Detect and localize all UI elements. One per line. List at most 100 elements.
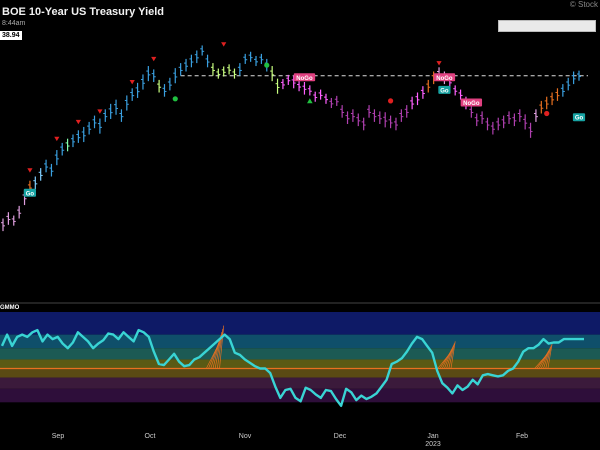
price-bar (97, 118, 102, 134)
price-bar (259, 53, 264, 64)
x-tick-year: 2023 (425, 441, 441, 448)
x-tick-label: Nov (239, 433, 252, 440)
price-bar (356, 113, 361, 127)
price-bar (323, 93, 328, 104)
signal-label-text: Go (440, 88, 449, 94)
price-bar (334, 95, 339, 106)
price-bar (496, 117, 501, 131)
price-bar (70, 134, 75, 148)
price-bar (517, 109, 522, 122)
signal-dot (264, 62, 270, 68)
price-bar (205, 54, 210, 68)
watermark: © Stock (569, 0, 598, 9)
price-bar (539, 100, 544, 114)
signal-label: NoGo (460, 98, 483, 107)
signal-triangle-down (129, 80, 135, 85)
price-bar (11, 215, 16, 226)
price-bar (329, 97, 334, 109)
price-bar (178, 63, 183, 76)
price-bar (1, 218, 5, 232)
signal-triangle-down (436, 61, 442, 66)
signal-triangle-down (97, 109, 103, 114)
price-bar (151, 69, 156, 82)
price-bar (469, 105, 474, 118)
price-bar (286, 74, 291, 85)
price-bar (221, 66, 226, 77)
price-bar (108, 103, 113, 119)
price-bar (33, 176, 38, 190)
price-bar (528, 122, 533, 138)
price-bar (227, 64, 232, 75)
price-bar (453, 85, 458, 96)
price-bar (490, 121, 495, 135)
price-bar (114, 99, 119, 115)
oscillator-band (0, 334, 600, 349)
signal-dot (172, 96, 178, 102)
signal-triangle-down (27, 168, 33, 173)
x-tick-label: Sep (52, 433, 65, 440)
price-bar (291, 75, 296, 89)
price-bar (571, 71, 576, 85)
signal-dot (387, 98, 394, 104)
price-bar (550, 92, 555, 106)
price-bar (372, 109, 377, 122)
price-bar (87, 121, 92, 135)
signal-label-text: NoGo (436, 76, 453, 82)
price-bar (302, 82, 307, 95)
price-bar (270, 66, 275, 82)
price-bar (194, 50, 199, 64)
price-bar (54, 150, 59, 166)
oscillator-fan (206, 325, 225, 369)
price-bar (399, 109, 404, 122)
price-bar (523, 114, 528, 130)
signal-label-text: Go (575, 116, 584, 122)
price-bar (189, 54, 194, 68)
price-bar (146, 66, 151, 82)
oscillator-fan (534, 343, 553, 369)
price-bar (474, 113, 479, 127)
price-bar (130, 88, 135, 101)
oscillator-band (0, 312, 600, 335)
oscillator-band (0, 377, 600, 389)
price-bar (555, 88, 560, 101)
chart-title: BOE 10-Year US Treasury Yield (2, 6, 165, 18)
price-bar (512, 113, 517, 127)
x-tick-label: Dec (334, 433, 347, 440)
x-tick-label: Jan (427, 433, 438, 440)
price-bar (65, 138, 70, 152)
chart-toolbar[interactable] (498, 20, 596, 32)
price-bar (485, 117, 490, 131)
oscillator-band (0, 359, 600, 369)
price-bar (577, 70, 581, 81)
price-bar (76, 130, 81, 143)
price-bar (340, 105, 345, 118)
price-bar (254, 55, 259, 67)
signal-triangle-down (221, 42, 227, 47)
oscillator-band (0, 368, 600, 378)
price-bar (38, 168, 43, 181)
oscillator-band (0, 402, 600, 425)
price-bar (275, 78, 280, 94)
signal-triangle-down (75, 119, 81, 125)
price-bar (458, 89, 463, 100)
oscillator-fan (437, 341, 456, 369)
price-bar (103, 109, 108, 122)
price-bar (297, 81, 302, 92)
price-bar (280, 79, 285, 90)
price-bar (367, 105, 372, 118)
price-bar (404, 105, 409, 118)
price-bar (92, 115, 97, 129)
signal-triangle-down (151, 56, 157, 62)
signal-dot (544, 110, 550, 117)
price-bar (216, 68, 221, 79)
signal-label: Go (438, 85, 451, 94)
price-bar (566, 77, 571, 91)
price-bar (135, 82, 140, 98)
price-bar (313, 91, 318, 102)
price-bar (393, 117, 398, 131)
signal-label: Go (572, 113, 586, 122)
price-bar (560, 84, 565, 97)
signal-triangle-up (307, 98, 313, 104)
price-bar (533, 109, 538, 122)
